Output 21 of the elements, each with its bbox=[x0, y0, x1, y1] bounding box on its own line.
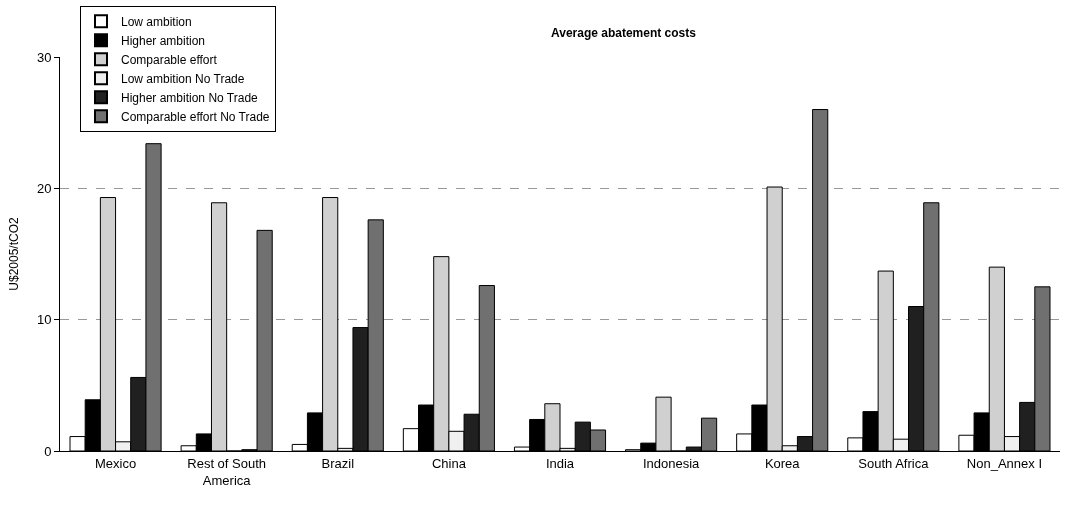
legend-label: Higher ambition No Trade bbox=[121, 90, 259, 105]
x-tick-label: Korea bbox=[764, 455, 801, 471]
x-tick-label: Rest of South America bbox=[187, 455, 267, 488]
y-tick-label: 20 bbox=[36, 180, 52, 196]
x-tick-label: India bbox=[545, 455, 575, 471]
x-tick-label: Indonesia bbox=[642, 455, 701, 471]
x-tick-label: China bbox=[431, 455, 467, 471]
x-tick-label: Non_Annex I bbox=[966, 455, 1043, 471]
legend-label: Comparable effort No Trade bbox=[121, 109, 270, 124]
x-tick-label: Mexico bbox=[94, 455, 137, 471]
y-tick-label: 10 bbox=[36, 312, 52, 328]
x-tick-label: Brazil bbox=[321, 455, 355, 471]
y-tick-label: 30 bbox=[36, 49, 52, 65]
legend-label: Low ambition No Trade bbox=[121, 71, 245, 86]
legend-label: Low ambition bbox=[121, 14, 192, 29]
x-tick-label: South Africa bbox=[858, 455, 930, 471]
chart-title: Average abatement costs bbox=[551, 25, 697, 40]
legend-label: Higher ambition bbox=[121, 33, 206, 48]
y-tick-label: 0 bbox=[44, 443, 52, 459]
legend-label: Comparable effort bbox=[121, 52, 218, 67]
y-axis-title: U$2005/tCO2 bbox=[7, 216, 22, 291]
